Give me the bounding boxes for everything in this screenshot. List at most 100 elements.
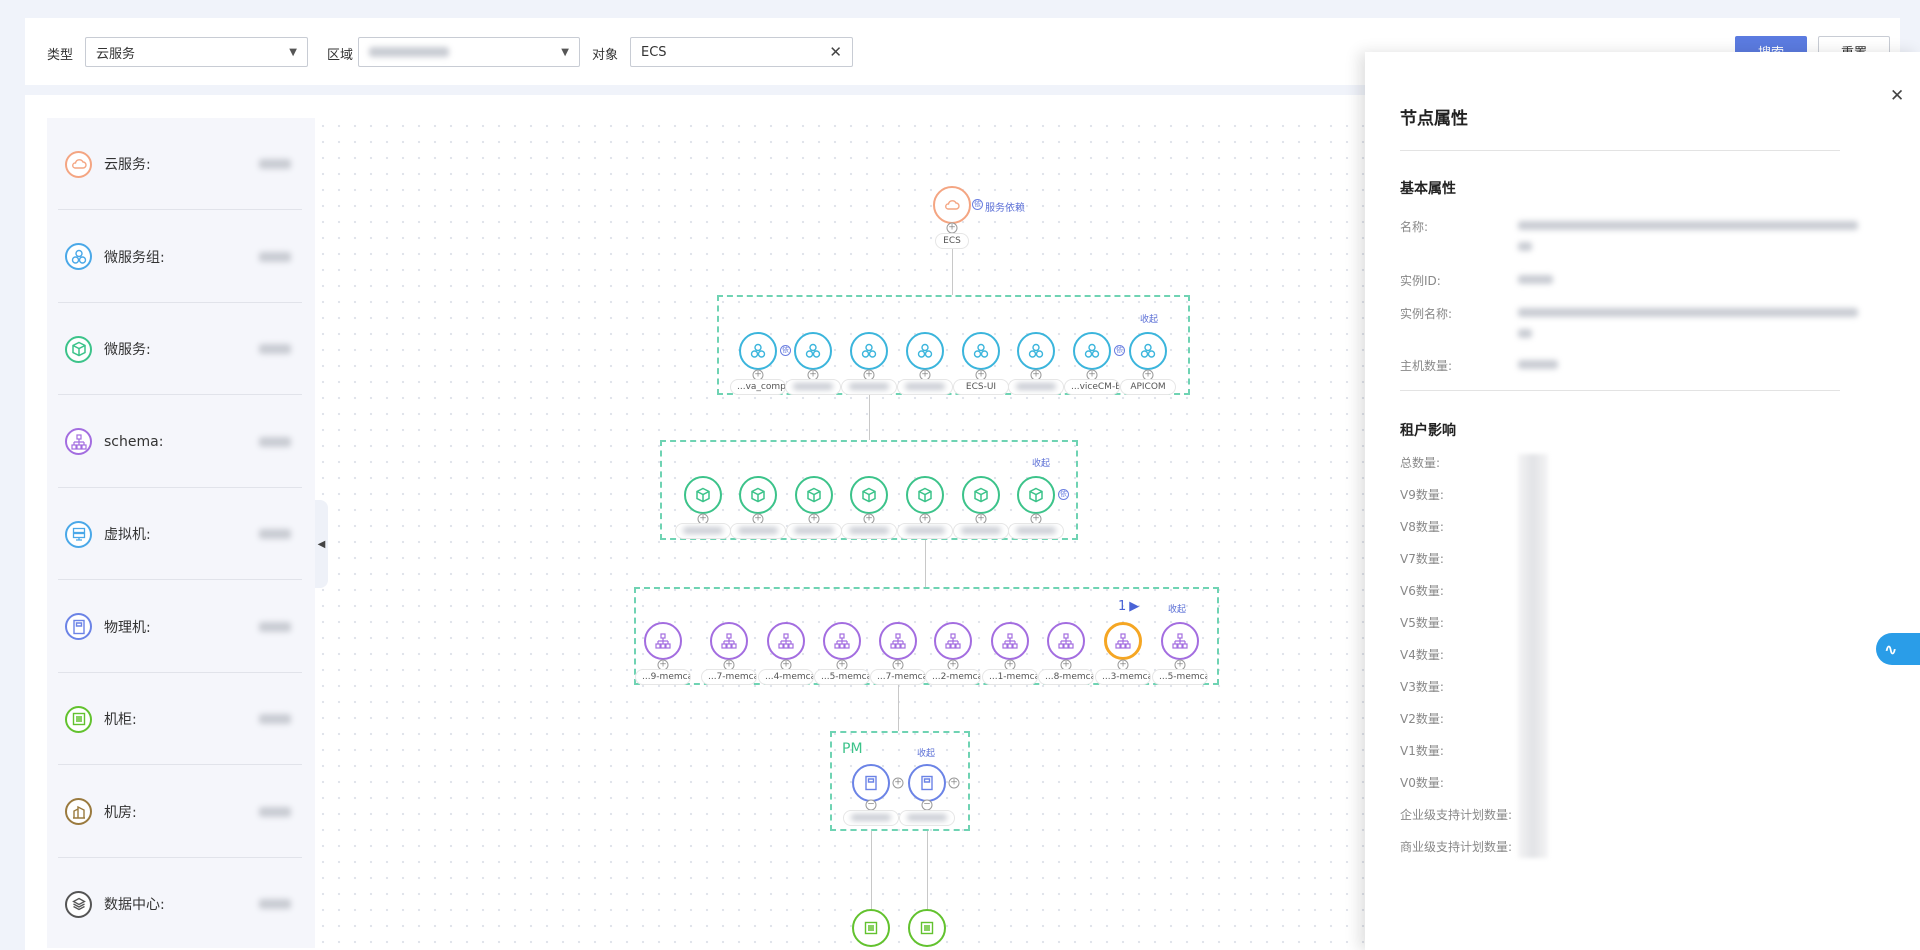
node-label <box>786 523 842 539</box>
node-label: ECS-UI <box>953 379 1009 395</box>
group-title: PM <box>842 741 863 757</box>
topology-node[interactable] <box>1161 622 1199 660</box>
topology-node[interactable] <box>794 332 832 370</box>
collapse-group-button[interactable]: 收起 <box>1168 605 1187 615</box>
topology-node[interactable] <box>1017 476 1055 514</box>
collapse-group-button[interactable]: 收起 <box>1032 459 1051 469</box>
legend-item-layers: 数据中心: <box>47 858 315 950</box>
tenant-impact-label: 商业级支持计划数量: <box>1400 840 1513 854</box>
type-select[interactable]: 云服务 ▼ <box>85 37 308 67</box>
tenant-impact-label: V5数量: <box>1400 616 1444 630</box>
topology-node[interactable] <box>767 622 805 660</box>
topology-node[interactable] <box>823 622 861 660</box>
topology-node[interactable] <box>1047 622 1085 660</box>
basic-property-value-redacted <box>1518 329 1532 338</box>
caret-left-icon: ◀ <box>317 538 326 550</box>
tenant-impact-label: V4数量: <box>1400 648 1444 662</box>
topology-node[interactable] <box>934 622 972 660</box>
topology-node[interactable] <box>850 476 888 514</box>
object-input[interactable]: ECS ✕ <box>630 37 853 67</box>
topology-node[interactable] <box>962 332 1000 370</box>
collapse-group-button[interactable]: 收起 <box>917 749 936 759</box>
chevron-down-icon: ▼ <box>561 46 569 58</box>
node-label: ...va_comput <box>730 379 786 395</box>
node-label: ...5-memcache <box>1152 669 1208 685</box>
node-label: APICOM <box>1120 379 1176 395</box>
tenant-impact-label: 总数量: <box>1400 456 1441 470</box>
dependency-icon[interactable]: 依 <box>1058 489 1069 500</box>
node-label: ...7-memcacl <box>701 669 757 685</box>
topology-node[interactable] <box>739 332 777 370</box>
divider <box>1400 150 1840 151</box>
dependency-icon[interactable]: 依 <box>1114 345 1125 356</box>
node-label <box>1008 379 1064 395</box>
topology-node[interactable] <box>795 476 833 514</box>
basic-property-label: 实例名称: <box>1400 307 1453 321</box>
topology-node[interactable] <box>852 764 890 802</box>
node-group <box>660 440 1078 540</box>
clear-icon[interactable]: ✕ <box>829 43 842 61</box>
root-node-ecs[interactable] <box>933 186 971 224</box>
legend-item-count-redacted <box>259 344 291 354</box>
topology-node[interactable] <box>991 622 1029 660</box>
node-label <box>843 810 899 826</box>
collapse-node-icon[interactable]: − <box>865 799 877 811</box>
cluster-icon <box>65 243 92 270</box>
topology-node[interactable] <box>1017 332 1055 370</box>
node-properties-drawer: 节点属性 ✕ 基本属性 租户影响 名称: 实例ID: 实例名称: 主机数量: 总数量: V… <box>1365 52 1920 950</box>
dependency-icon[interactable]: 依 <box>972 199 983 210</box>
tenant-impact-label: V9数量: <box>1400 488 1444 502</box>
topology-node[interactable] <box>739 476 777 514</box>
node-label: ...2-memcacl <box>925 669 981 685</box>
topology-node[interactable] <box>906 332 944 370</box>
topology-node[interactable] <box>644 622 682 660</box>
node-label <box>953 523 1009 539</box>
topology-node[interactable] <box>710 622 748 660</box>
legend-item-label: 微服务组: <box>104 249 165 266</box>
basic-property-label: 名称: <box>1400 220 1429 234</box>
legend-item-label: 虚拟机: <box>104 527 151 543</box>
topology-node[interactable] <box>906 476 944 514</box>
divider <box>58 856 302 858</box>
group-pager[interactable]: 1 ▶ <box>1118 599 1139 614</box>
legend-item-cloud: 云服务: <box>47 118 315 210</box>
cube-icon <box>65 335 92 363</box>
expand-node-icon[interactable]: + <box>946 222 958 234</box>
dependency-icon[interactable]: 依 <box>780 345 791 356</box>
expand-node-icon[interactable]: + <box>892 777 904 789</box>
topology-node[interactable] <box>962 476 1000 514</box>
layers-icon <box>65 890 92 918</box>
topology-node[interactable] <box>1073 332 1111 370</box>
legend-item-label: 云服务: <box>104 157 151 173</box>
topology-node[interactable] <box>908 764 946 802</box>
collapse-group-button[interactable]: 收起 <box>1140 315 1159 325</box>
service-dependency-link[interactable]: 服务依赖 <box>985 203 1025 214</box>
floating-assistant-button[interactable]: ∿ <box>1876 633 1920 665</box>
rack-node[interactable] <box>908 909 946 947</box>
collapse-node-icon[interactable]: − <box>921 799 933 811</box>
legend-item-label: 物理机: <box>104 619 151 636</box>
node-label: ...4-memcacl <box>758 669 814 685</box>
node-label: ...1-memcacl <box>982 669 1038 685</box>
basic-property-label: 主机数量: <box>1400 359 1453 373</box>
divider <box>58 301 302 303</box>
next-page-icon[interactable]: ▶ <box>1129 599 1140 614</box>
topology-node[interactable] <box>1129 332 1167 370</box>
region-select[interactable]: ▼ <box>358 37 580 67</box>
topology-node[interactable] <box>1104 622 1142 660</box>
node-label <box>785 379 841 395</box>
type-label: 类型 <box>47 48 74 63</box>
sidebar-collapse-toggle[interactable]: ◀ <box>315 500 328 588</box>
topology-node[interactable] <box>850 332 888 370</box>
edge-line <box>952 249 953 295</box>
expand-node-icon[interactable]: + <box>948 777 960 789</box>
topology-node[interactable] <box>684 476 722 514</box>
rack-node[interactable] <box>852 909 890 947</box>
hierarchy-icon <box>65 428 92 455</box>
drawer-title: 节点属性 <box>1400 109 1468 129</box>
divider <box>1400 390 1840 391</box>
topology-node[interactable] <box>879 622 917 660</box>
node-label <box>841 523 897 539</box>
close-icon[interactable]: ✕ <box>1890 86 1905 106</box>
divider <box>58 486 302 488</box>
